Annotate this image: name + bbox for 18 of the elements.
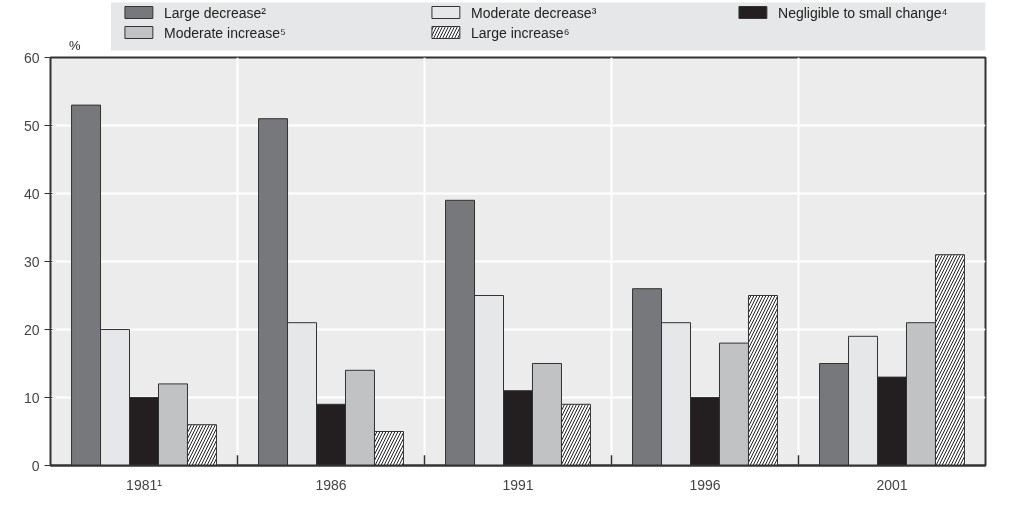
legend-label: Moderate decrease³ (471, 4, 597, 21)
legend-label: Large decrease² (164, 4, 267, 21)
y-tick-label: 40 (23, 185, 40, 202)
y-tick-label: 50 (23, 117, 40, 134)
x-tick-label: 1986 (315, 476, 347, 493)
legend-label: Large increase⁶ (471, 24, 570, 41)
y-tick-label: 10 (23, 389, 40, 406)
x-tick-label: 1981¹ (126, 476, 163, 493)
y-tick-label: 20 (23, 321, 40, 338)
legend-label: Negligible to small change⁴ (778, 4, 948, 21)
x-tick-label: 1996 (689, 476, 721, 493)
y-tick-label: 0 (31, 457, 40, 474)
y-axis-title: % (69, 37, 82, 53)
x-tick-label: 2001 (876, 476, 908, 493)
x-tick-label: 1991 (502, 476, 534, 493)
y-tick-label: 60 (23, 49, 40, 66)
legend-label: Moderate increase⁵ (164, 24, 286, 41)
y-tick-label: 30 (23, 253, 40, 270)
